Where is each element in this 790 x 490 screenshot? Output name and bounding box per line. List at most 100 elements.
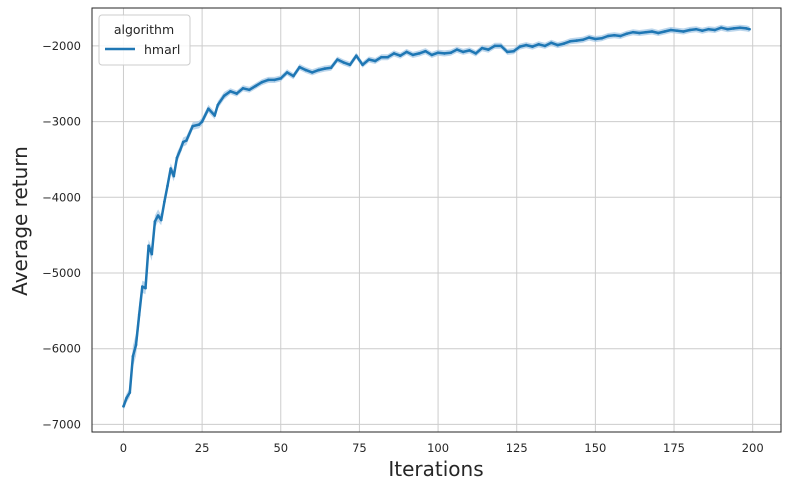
data-point [745, 27, 748, 30]
y-tick-label: −4000 [42, 190, 81, 204]
y-tick-label: −7000 [42, 417, 81, 431]
legend-title: algorithm [114, 22, 174, 37]
data-point [207, 107, 210, 110]
data-point [512, 49, 515, 53]
data-point [405, 50, 408, 54]
data-point [166, 184, 169, 188]
data-point [499, 44, 503, 48]
y-tick-label: −2000 [42, 39, 81, 53]
data-point [336, 58, 339, 61]
y-axis-ticks: −7000 −6000 −5000 −4000 −3000 −2000 [42, 39, 81, 432]
data-point [191, 124, 194, 128]
data-point [537, 43, 540, 46]
data-point [461, 50, 465, 54]
data-point [506, 50, 509, 54]
data-point [487, 48, 490, 51]
data-point [150, 252, 154, 256]
data-point [172, 174, 176, 178]
data-point [587, 36, 591, 39]
x-tick-label: 75 [352, 441, 367, 455]
data-point [285, 71, 289, 74]
data-point [575, 39, 578, 42]
data-point [163, 200, 166, 204]
data-point [707, 27, 710, 31]
data-point [266, 78, 270, 82]
data-point [455, 48, 459, 51]
data-point [292, 74, 295, 78]
data-point [638, 31, 641, 35]
data-point [159, 218, 163, 222]
x-tick-label: 25 [195, 441, 210, 455]
data-point [128, 391, 132, 394]
data-point [153, 220, 157, 223]
data-point [732, 27, 736, 30]
y-axis-label: Average return [8, 146, 32, 296]
data-point [748, 27, 751, 31]
data-point [134, 343, 138, 347]
data-point [443, 52, 446, 55]
data-point [147, 244, 150, 247]
data-point [125, 396, 128, 400]
data-point [669, 28, 673, 32]
data-point [222, 94, 226, 98]
data-point [342, 61, 346, 64]
data-point [411, 53, 415, 57]
data-point [361, 63, 364, 67]
data-point [241, 87, 245, 90]
data-point [310, 71, 314, 74]
data-point [144, 286, 147, 290]
data-point [248, 88, 251, 92]
data-point [304, 68, 308, 72]
data-point [600, 37, 603, 40]
data-point [644, 30, 647, 34]
x-tick-label: 200 [742, 441, 764, 455]
plot-background [92, 8, 781, 432]
data-point [449, 51, 453, 54]
data-point [581, 38, 585, 42]
data-point [719, 26, 723, 30]
data-point [178, 149, 182, 152]
legend: algorithm hmarl [98, 14, 191, 66]
data-point [650, 30, 654, 33]
data-point [213, 114, 216, 117]
data-point [373, 59, 377, 63]
data-point [367, 58, 371, 61]
data-point [556, 43, 559, 47]
data-point [329, 66, 333, 70]
data-point [657, 31, 660, 35]
data-point [380, 55, 383, 59]
data-point [682, 30, 685, 33]
data-point [216, 103, 220, 107]
data-point [273, 78, 276, 82]
data-point [518, 45, 522, 48]
data-point [493, 44, 497, 48]
series-line-layer [122, 26, 751, 408]
data-point [386, 55, 390, 59]
data-point [175, 156, 179, 160]
y-tick-label: −6000 [42, 342, 81, 356]
x-axis-ticks: 0 25 50 75 100 125 150 175 200 [120, 441, 764, 455]
data-point [260, 80, 264, 84]
data-point [468, 49, 471, 52]
data-point [317, 68, 320, 72]
data-point [392, 52, 396, 55]
y-tick-label: −3000 [42, 115, 81, 129]
x-tick-label: 150 [584, 441, 606, 455]
x-tick-label: 100 [427, 441, 449, 455]
data-point [480, 46, 484, 50]
data-point [348, 63, 352, 67]
data-point [254, 84, 257, 88]
plot-frame [91, 7, 782, 433]
data-point [474, 52, 478, 55]
data-point [181, 140, 185, 144]
x-tick-label: 125 [506, 441, 528, 455]
data-point [568, 40, 572, 43]
data-point [688, 28, 692, 32]
data-point [694, 27, 698, 31]
data-point [131, 355, 135, 358]
series-line-hmarl [122, 26, 751, 408]
data-point [137, 313, 141, 316]
data-point [562, 42, 566, 45]
data-point [141, 285, 144, 288]
